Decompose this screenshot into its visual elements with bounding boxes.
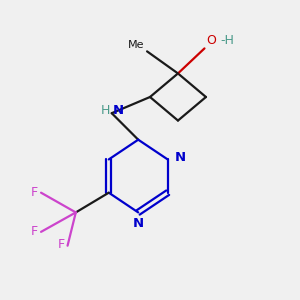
Text: F: F	[31, 186, 38, 199]
Text: N: N	[113, 104, 124, 117]
Text: F: F	[58, 238, 64, 251]
Text: -H: -H	[221, 34, 235, 47]
Text: H: H	[101, 104, 110, 117]
Text: Me: Me	[128, 40, 144, 50]
Text: O: O	[206, 34, 216, 47]
Text: F: F	[31, 225, 38, 239]
Text: N: N	[133, 217, 144, 230]
Text: N: N	[175, 152, 186, 164]
